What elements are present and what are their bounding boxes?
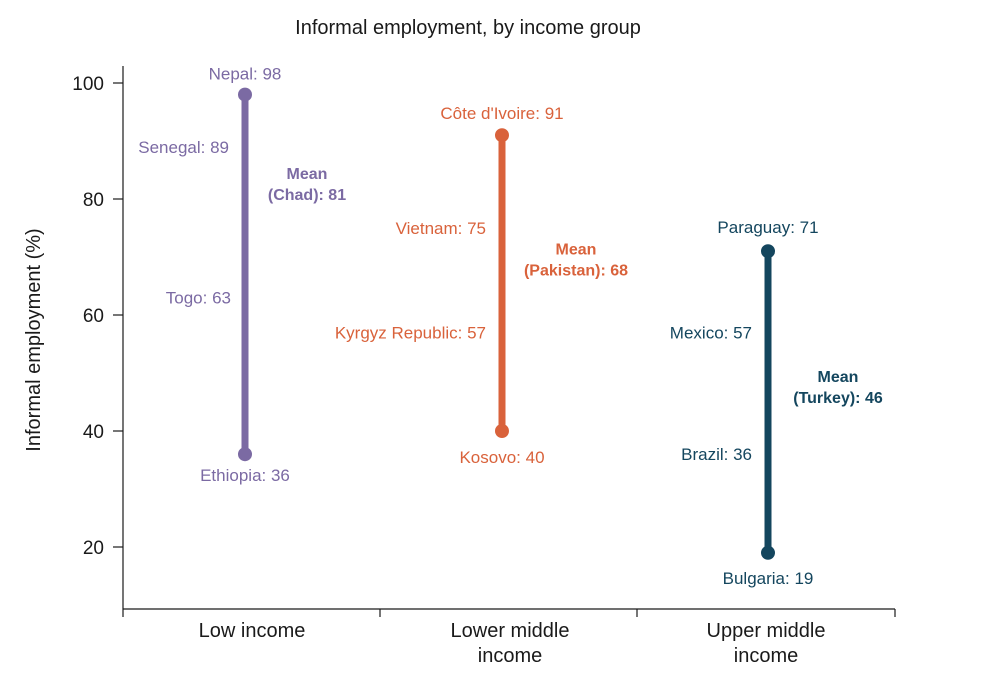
range-endpoint-marker [761, 244, 775, 259]
data-label: Togo: 63 [166, 289, 231, 308]
range-endpoint-marker [238, 447, 252, 462]
data-label: Kyrgyz Republic: 57 [335, 323, 486, 342]
mean-label: (Chad): 81 [268, 187, 346, 204]
mean-label: Mean [287, 166, 328, 183]
y-axis-label: Informal employment (%) [23, 228, 45, 451]
x-tick-label: Low income [199, 620, 306, 642]
x-ticks: Low income Lower middle income Upper middle… [122, 609, 896, 667]
data-label: Vietnam: 75 [396, 219, 486, 238]
x-tick-label: income [478, 645, 542, 667]
y-tick-label: 20 [83, 538, 104, 559]
data-label: Bulgaria: 19 [723, 569, 814, 588]
mean-label: (Turkey): 46 [793, 390, 883, 407]
y-tick-label: 80 [83, 190, 104, 211]
x-tick-label: Upper middle [707, 620, 826, 642]
data-label: Brazil: 36 [681, 445, 752, 464]
chart-title: Informal employment, by income group [295, 17, 641, 39]
range-endpoint-marker [761, 545, 775, 560]
series-3: Paraguay: 71 Mexico: 57 Brazil: 36 Bulgaria… [670, 218, 883, 588]
mean-label: (Pakistan): 68 [524, 263, 628, 280]
series-2: Côte d'Ivoire: 91 Vietnam: 75 Kyrgyz Repub… [335, 104, 628, 467]
range-endpoint-marker [495, 424, 509, 438]
y-tick-label: 40 [83, 422, 104, 443]
data-label: Senegal: 89 [138, 138, 229, 157]
x-tick-label: Lower middle [451, 620, 570, 642]
y-ticks: 20 40 60 80 100 [72, 74, 123, 559]
data-label: Nepal: 98 [209, 65, 282, 84]
data-label: Mexico: 57 [670, 323, 752, 342]
data-label: Kosovo: 40 [459, 448, 544, 467]
x-tick-label: income [734, 645, 798, 667]
data-label: Paraguay: 71 [717, 218, 818, 237]
range-endpoint-marker [238, 87, 252, 102]
mean-label: Mean [818, 369, 859, 386]
mean-label: Mean [556, 242, 597, 259]
range-endpoint-marker [495, 128, 509, 143]
series-1: Nepal: 98 Senegal: 89 Togo: 63 Ethiopia: 36… [138, 65, 346, 486]
y-tick-label: 100 [72, 74, 104, 95]
series-group: Nepal: 98 Senegal: 89 Togo: 63 Ethiopia: 36… [138, 65, 883, 588]
data-label: Côte d'Ivoire: 91 [440, 104, 563, 123]
y-tick-label: 60 [83, 306, 104, 327]
data-label: Ethiopia: 36 [200, 466, 290, 485]
